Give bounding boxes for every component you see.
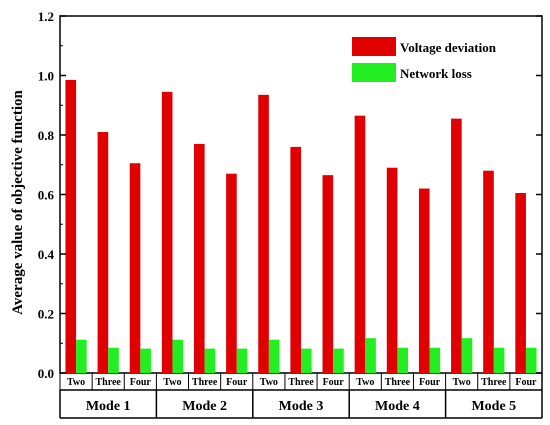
category-label: Two: [163, 377, 181, 388]
bar-voltage-deviation: [193, 143, 205, 373]
bar-network-loss: [429, 347, 441, 373]
bar-network-loss: [268, 339, 280, 373]
bar-network-loss: [493, 347, 505, 373]
bar-network-loss: [525, 347, 537, 373]
category-label: Two: [260, 377, 278, 388]
category-label: Four: [323, 377, 345, 388]
category-label: Four: [515, 377, 537, 388]
bar-network-loss: [365, 338, 376, 373]
category-label: Four: [419, 377, 441, 388]
legend-label: Network loss: [400, 66, 472, 81]
group-label: Mode 2: [182, 399, 227, 414]
category-label: Three: [481, 377, 507, 388]
bar-network-loss: [172, 339, 184, 373]
group-label: Mode 4: [375, 399, 420, 414]
group-label: Mode 3: [279, 399, 324, 414]
category-label: Two: [453, 377, 471, 388]
y-tick-label: 1.2: [38, 9, 54, 24]
legend-swatch: [352, 63, 396, 82]
bar-voltage-deviation: [322, 175, 334, 373]
bar-voltage-deviation: [451, 118, 462, 373]
bar-voltage-deviation: [161, 91, 173, 374]
bar-voltage-deviation: [290, 146, 301, 373]
bar-network-loss: [301, 348, 312, 373]
bar-voltage-deviation: [515, 193, 526, 373]
category-label: Three: [96, 377, 122, 388]
category-label: Two: [67, 377, 85, 388]
category-label: Four: [130, 377, 152, 388]
bar-voltage-deviation: [65, 79, 77, 374]
bar-voltage-deviation: [258, 94, 269, 374]
bar-voltage-deviation: [354, 115, 366, 373]
bar-network-loss: [236, 348, 248, 373]
category-label: Two: [356, 377, 374, 388]
y-tick-label: 0.2: [38, 307, 54, 322]
bar-network-loss: [76, 339, 87, 373]
category-label: Four: [226, 377, 248, 388]
y-tick-label: 0.6: [38, 188, 55, 203]
bar-network-loss: [140, 348, 151, 373]
bar-network-loss: [204, 348, 216, 373]
bar-voltage-deviation: [129, 163, 141, 373]
legend-swatch: [352, 37, 396, 56]
legend-label: Voltage deviation: [400, 40, 497, 55]
y-tick-label: 0.0: [38, 366, 54, 381]
bar-network-loss: [397, 347, 409, 373]
y-tick-label: 0.8: [38, 128, 55, 143]
bar-network-loss: [108, 347, 119, 373]
bar-voltage-deviation: [483, 170, 494, 373]
bar-network-loss: [461, 338, 473, 373]
y-axis-label: Average value of objective function: [10, 90, 26, 315]
category-label: Three: [385, 377, 411, 388]
bar-network-loss: [333, 348, 344, 373]
bar-voltage-deviation: [226, 173, 237, 373]
category-label: Three: [192, 377, 218, 388]
bar-voltage-deviation: [418, 188, 430, 373]
y-tick-label: 0.4: [38, 247, 55, 262]
group-label: Mode 1: [86, 399, 131, 414]
bar-voltage-deviation: [97, 132, 109, 373]
y-tick-label: 1.0: [38, 69, 54, 84]
category-label: Three: [288, 377, 314, 388]
group-label: Mode 5: [471, 399, 516, 414]
bar-voltage-deviation: [386, 167, 398, 373]
